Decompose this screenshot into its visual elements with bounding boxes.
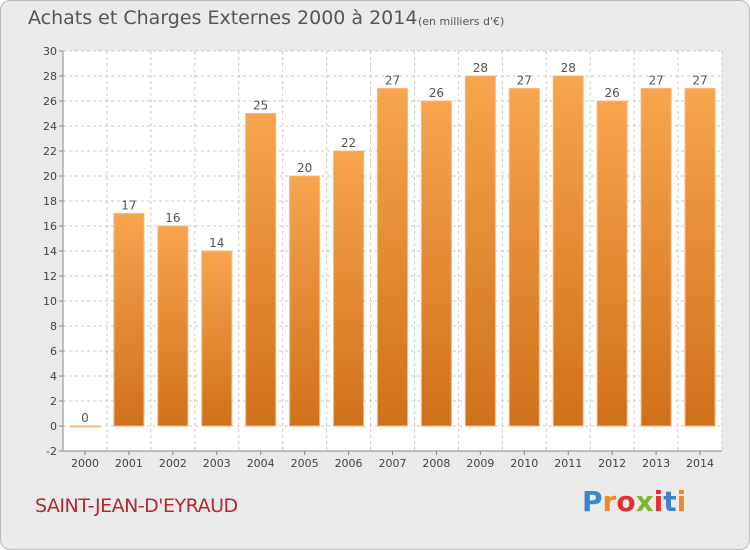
x-tick-label-2004: 2004 xyxy=(247,457,275,470)
value-label-2004: 25 xyxy=(253,99,268,113)
bar-2001 xyxy=(113,213,145,427)
y-tick-label: 2 xyxy=(50,395,57,408)
value-label-2006: 22 xyxy=(341,136,356,150)
y-tick-label: 20 xyxy=(43,170,57,183)
value-label-2010: 27 xyxy=(517,74,532,88)
logo-letter: i xyxy=(653,485,664,518)
y-tick-label: 16 xyxy=(43,220,57,233)
logo-letter: P xyxy=(582,485,603,518)
value-label-2012: 26 xyxy=(605,86,620,100)
x-tick-label-2010: 2010 xyxy=(510,457,538,470)
value-label-2000: 0 xyxy=(81,411,89,425)
x-tick-label-2008: 2008 xyxy=(422,457,450,470)
y-tick-label: 24 xyxy=(43,120,57,133)
bar-2009 xyxy=(464,75,496,427)
y-tick-label: 12 xyxy=(43,270,57,283)
x-tick-label-2005: 2005 xyxy=(291,457,319,470)
x-tick-label-2014: 2014 xyxy=(686,457,714,470)
y-tick-label: 30 xyxy=(43,45,57,58)
bar-2013 xyxy=(640,88,672,427)
bar-2008 xyxy=(420,100,452,427)
bar-2002 xyxy=(157,225,189,427)
bar-2004 xyxy=(245,113,277,427)
value-label-2007: 27 xyxy=(385,74,400,88)
bar-2010 xyxy=(508,88,540,427)
y-tick-label: 0 xyxy=(50,420,57,433)
x-tick-label-2006: 2006 xyxy=(335,457,363,470)
value-label-2008: 26 xyxy=(429,86,444,100)
x-tick-label-2011: 2011 xyxy=(554,457,582,470)
logo-letter: i xyxy=(676,485,687,518)
value-label-2002: 16 xyxy=(165,211,180,225)
value-label-2003: 14 xyxy=(209,236,224,250)
y-tick-label: 4 xyxy=(50,370,57,383)
bar-2000 xyxy=(69,425,101,428)
bar-2005 xyxy=(289,175,321,427)
y-tick-label: 14 xyxy=(43,245,57,258)
x-tick-label-2007: 2007 xyxy=(379,457,407,470)
bar-2011 xyxy=(552,75,584,427)
chart-title: Achats et Charges Externes 2000 à 2014 xyxy=(28,7,418,29)
logo-letter: o xyxy=(616,485,636,518)
value-label-2011: 28 xyxy=(561,61,576,75)
value-label-2001: 17 xyxy=(121,199,136,213)
y-tick-label: -2 xyxy=(46,445,57,458)
y-tick-label: 22 xyxy=(43,145,57,158)
logo-letter: r xyxy=(602,485,617,518)
y-tick-label: 26 xyxy=(43,95,57,108)
x-tick-label-2001: 2001 xyxy=(115,457,143,470)
bar-2007 xyxy=(377,88,408,427)
bar-2006 xyxy=(333,150,365,427)
logo-letter: t xyxy=(663,485,677,518)
x-tick-label-2000: 2000 xyxy=(71,457,99,470)
bar-2003 xyxy=(201,250,233,427)
x-tick-label-2013: 2013 xyxy=(642,457,670,470)
y-tick-label: 8 xyxy=(50,320,57,333)
bar-2012 xyxy=(596,100,628,427)
bar-2014 xyxy=(684,88,716,427)
chart-subtitle: (en milliers d'€) xyxy=(418,15,505,28)
y-tick-label: 28 xyxy=(43,70,57,83)
value-label-2005: 20 xyxy=(297,161,312,175)
x-tick-label-2002: 2002 xyxy=(159,457,187,470)
y-tick-label: 6 xyxy=(50,345,57,358)
y-tick-label: 10 xyxy=(43,295,57,308)
logo-letter: x xyxy=(635,485,654,518)
x-tick-label-2009: 2009 xyxy=(466,457,494,470)
value-label-2014: 27 xyxy=(692,74,707,88)
proxiti-logo: Proxiti xyxy=(582,485,686,518)
x-tick-label-2003: 2003 xyxy=(203,457,231,470)
y-tick-label: 18 xyxy=(43,195,57,208)
value-label-2009: 28 xyxy=(473,61,488,75)
commune-name: SAINT-JEAN-D'EYRAUD xyxy=(35,495,238,517)
value-label-2013: 27 xyxy=(648,74,663,88)
x-tick-label-2012: 2012 xyxy=(598,457,626,470)
